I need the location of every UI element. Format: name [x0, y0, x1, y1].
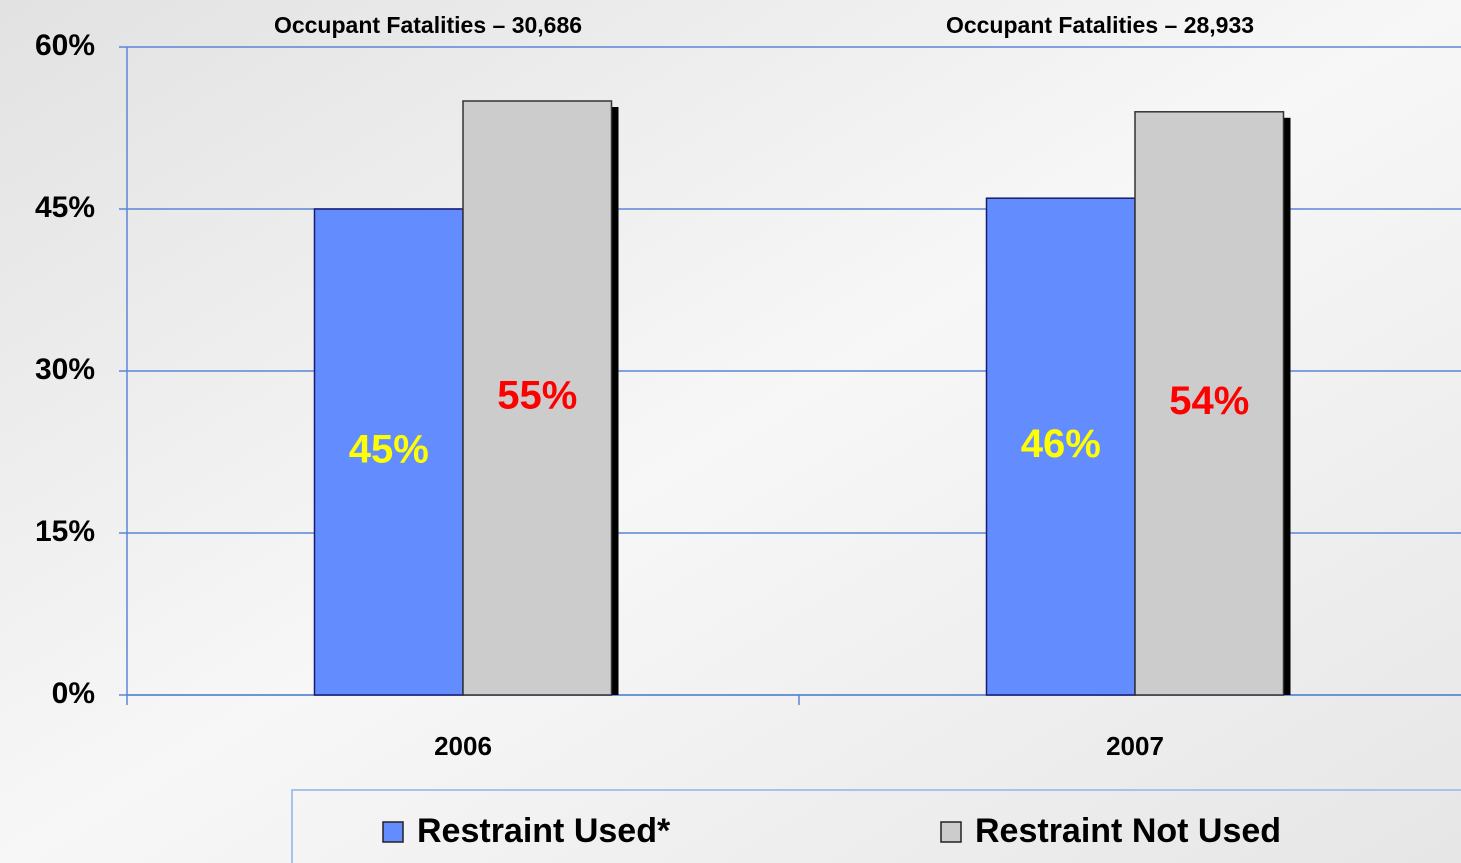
- bar: [313, 208, 464, 696]
- legend-label: Restraint Not Used: [975, 812, 1281, 850]
- data-label: 45%: [349, 428, 429, 472]
- y-tick-label: 60%: [35, 29, 95, 62]
- y-tick-label: 30%: [35, 353, 95, 386]
- data-label: 46%: [1021, 422, 1101, 466]
- bar: [1134, 111, 1285, 696]
- x-tick-label: 2006: [434, 731, 492, 761]
- y-tick-label: 45%: [35, 191, 95, 224]
- legend-swatch: [382, 821, 404, 843]
- y-tick-label: 0%: [52, 677, 95, 710]
- data-label: 54%: [1169, 379, 1249, 423]
- legend-swatch: [940, 821, 962, 843]
- y-tick-label: 15%: [35, 515, 95, 548]
- legend-label: Restraint Used*: [417, 812, 671, 850]
- bar: [462, 100, 613, 696]
- data-label: 55%: [497, 374, 577, 418]
- x-tick-label: 2007: [1106, 731, 1164, 761]
- bar: [985, 197, 1136, 696]
- group-label: Occupant Fatalities – 28,933: [946, 12, 1254, 38]
- group-label: Occupant Fatalities – 30,686: [274, 12, 582, 38]
- legend-box: [291, 789, 1461, 863]
